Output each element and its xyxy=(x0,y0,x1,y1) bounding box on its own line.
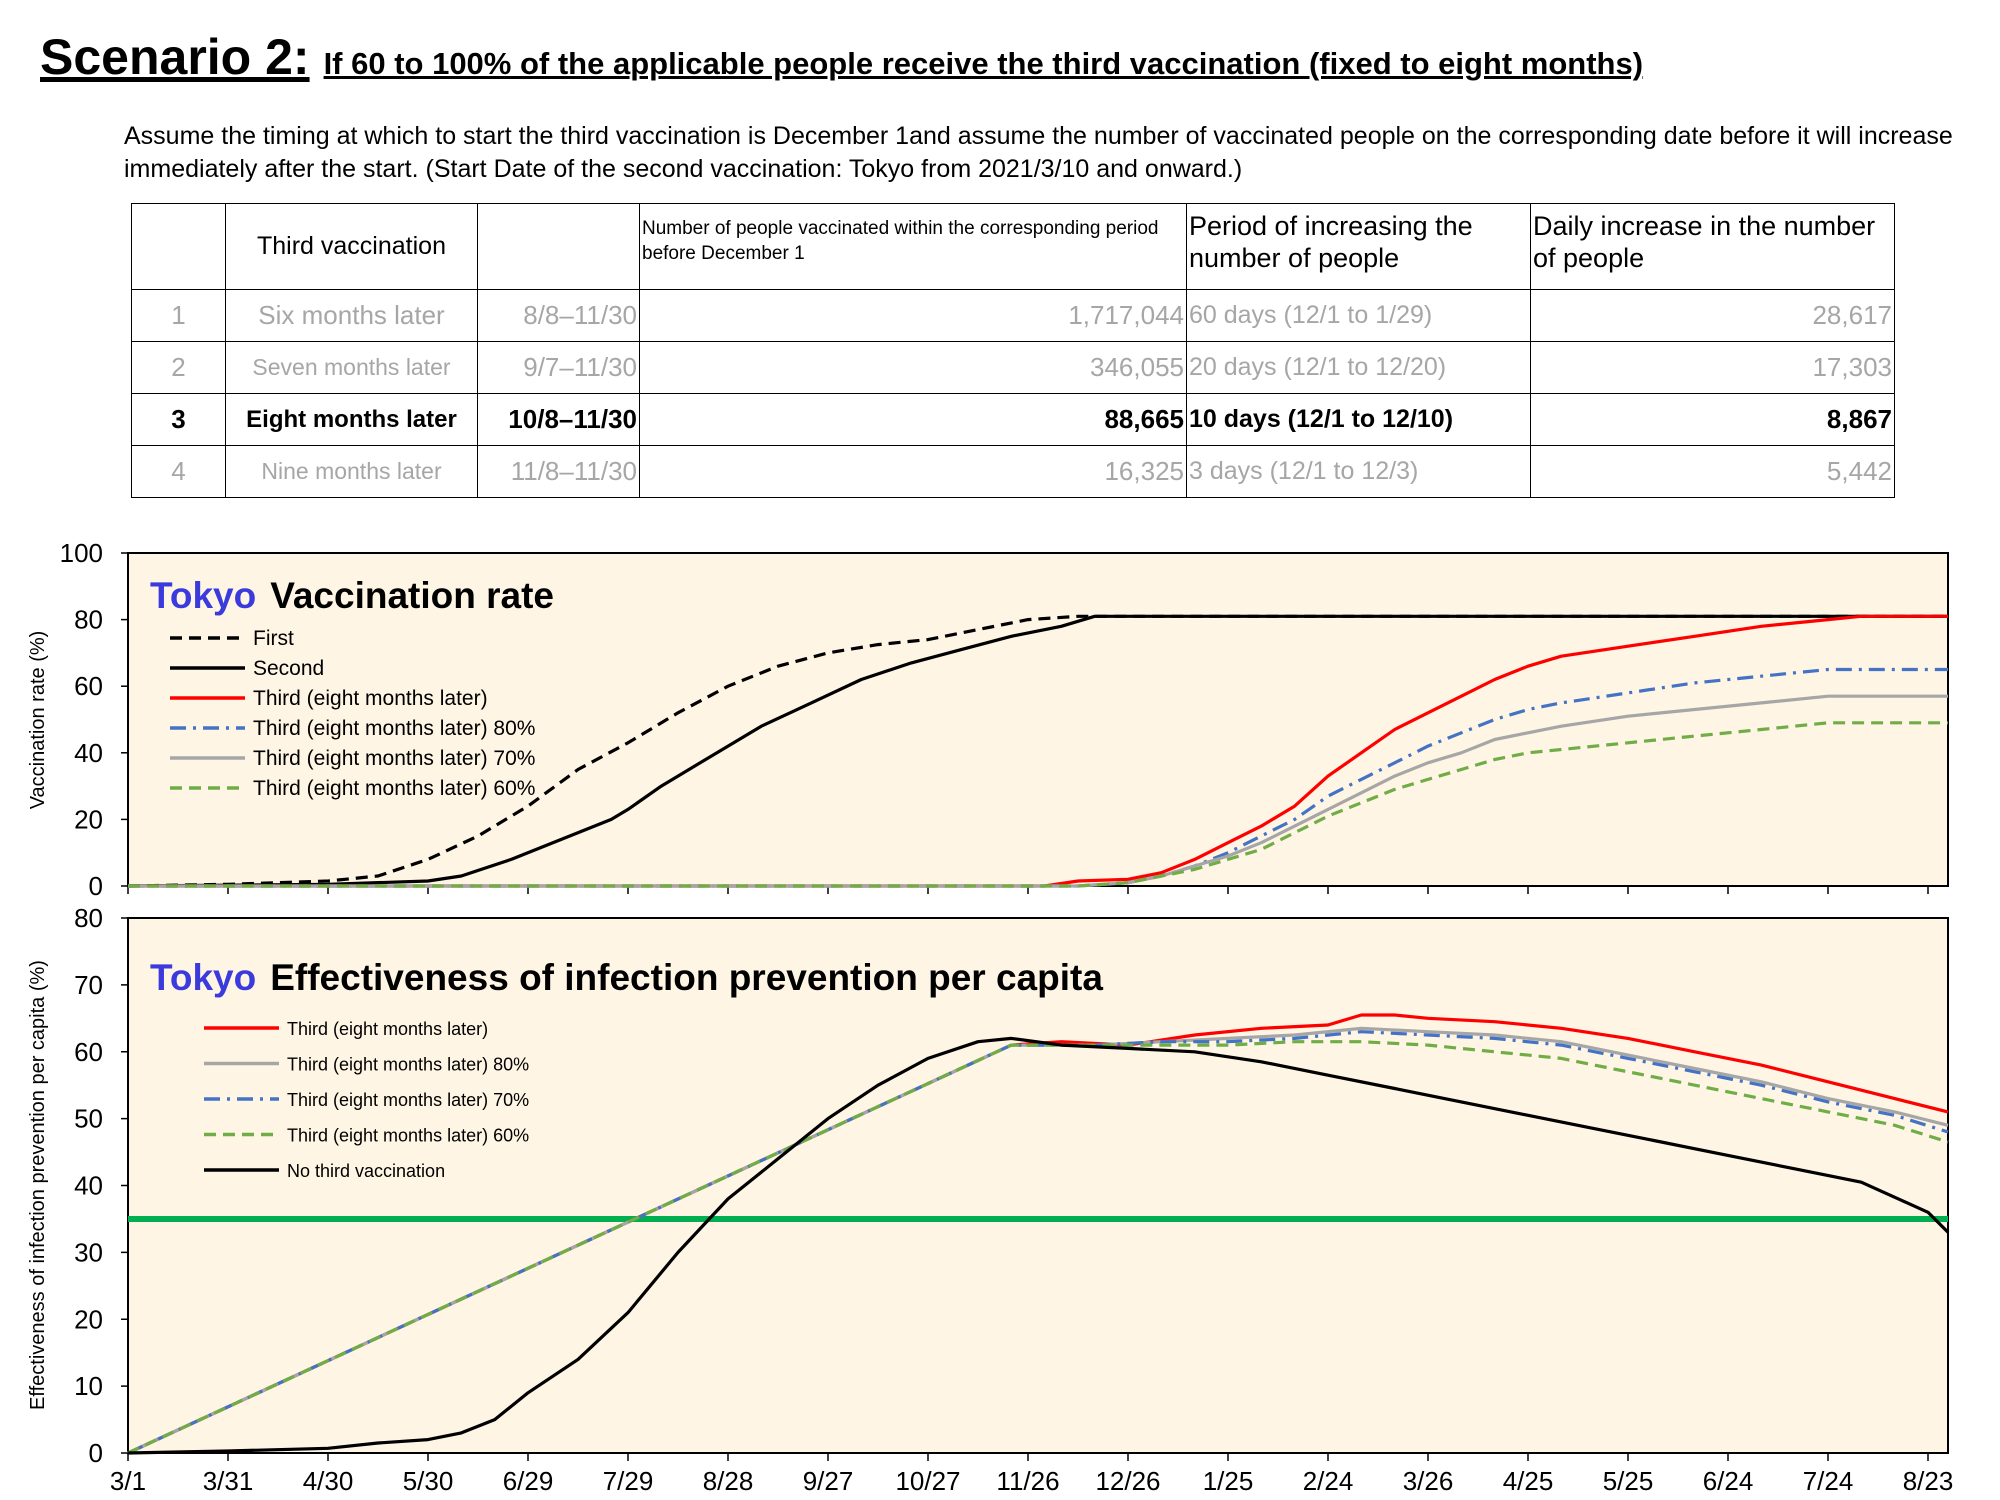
chart-title: Tokyo Vaccination rate xyxy=(150,575,554,616)
x-tick-label: 3/31 xyxy=(203,1466,254,1496)
legend-label: Third (eight months later) 60% xyxy=(253,777,535,800)
scenario-label: Scenario 2: xyxy=(40,29,310,85)
x-tick-label: 7/29 xyxy=(603,1466,654,1496)
x-tick-label: 12/26 xyxy=(1095,1466,1160,1496)
row-number: 4 xyxy=(131,445,226,498)
y-tick-label: 80 xyxy=(74,903,103,933)
y-tick-label: 80 xyxy=(74,605,103,635)
series-line-2 xyxy=(127,614,1948,888)
chart-1: 0 20 40 60 80 100 Tokyo Vaccination rate Vaccina… xyxy=(27,538,1949,901)
page-heading: Scenario 2: If 60 to 100% of the applicab… xyxy=(40,28,1643,86)
row-number: 2 xyxy=(131,341,226,394)
row-daily: 5,442 xyxy=(1530,445,1895,498)
table-row: 2 Seven months later 9/7–11/30 346,055 2… xyxy=(131,341,1895,394)
row-period: 60 days (12/1 to 1/29) xyxy=(1186,289,1531,342)
y-tick-label: 0 xyxy=(89,871,103,901)
row-label: Seven months later xyxy=(225,341,478,394)
chart-title-text: Vaccination rate xyxy=(270,575,554,616)
series-line-3 xyxy=(128,614,1948,888)
series-line-3 xyxy=(127,1030,1949,1455)
legend-label: Third (eight months later) xyxy=(253,687,488,710)
plot-area xyxy=(127,917,1949,1454)
row-number: 1 xyxy=(131,289,226,342)
chart-title-text: Effectiveness of infection prevention pe… xyxy=(270,957,1103,998)
row-period: 10 days (12/1 to 12/10) xyxy=(1186,393,1531,446)
y-tick-label: 20 xyxy=(74,1304,103,1334)
series-line-4 xyxy=(127,1040,1949,1455)
x-tick-label: 4/25 xyxy=(1503,1466,1554,1496)
y-axis-label: Vaccination rate (%) xyxy=(27,631,49,810)
y-tick-label: 30 xyxy=(74,1237,103,1267)
x-tick-label: 8/28 xyxy=(703,1466,754,1496)
plot-area xyxy=(127,552,1949,887)
legend-label: First xyxy=(253,627,294,650)
row-count: 1,717,044 xyxy=(639,289,1187,342)
row-range: 11/8–11/30 xyxy=(477,445,640,498)
row-range: 9/7–11/30 xyxy=(477,341,640,394)
x-tick-label: 1/25 xyxy=(1203,1466,1254,1496)
row-period: 20 days (12/1 to 12/20) xyxy=(1186,341,1531,394)
series-line-1 xyxy=(127,614,1948,888)
legend-label: Third (eight months later) xyxy=(287,1019,488,1039)
row-period: 3 days (12/1 to 12/3) xyxy=(1186,445,1531,498)
x-tick-label: 8/23 xyxy=(1903,1466,1954,1496)
x-tick-label: 11/26 xyxy=(996,1466,1059,1496)
series-line-6 xyxy=(128,721,1948,888)
x-tick-label: 3/26 xyxy=(1403,1466,1454,1496)
legend-label: Third (eight months later) 80% xyxy=(287,1055,529,1075)
x-tick-label: 6/29 xyxy=(503,1466,554,1496)
row-count: 16,325 xyxy=(639,445,1187,498)
assumption-text: Assume the timing at which to start the … xyxy=(124,122,1953,183)
table-row: 1 Six months later 8/8–11/30 1,717,044 6… xyxy=(131,289,1895,342)
y-axis-label: Effectiveness of infection prevention pe… xyxy=(27,960,49,1410)
x-tick-label: 7/24 xyxy=(1803,1466,1854,1496)
table-header-row: Third vaccination Number of people vacci… xyxy=(131,203,1895,290)
y-tick-label: 50 xyxy=(74,1104,103,1134)
y-tick-label: 0 xyxy=(89,1438,103,1468)
series-line-4 xyxy=(128,667,1948,888)
table-row: 4 Nine months later 11/8–11/30 16,325 3 … xyxy=(131,445,1895,498)
chart-title-prefix: Tokyo xyxy=(150,957,256,998)
series-line-5 xyxy=(127,1036,1950,1455)
scenario-description: If 60 to 100% of the applicable people r… xyxy=(323,46,1644,81)
row-daily: 17,303 xyxy=(1530,341,1895,394)
legend-label: Third (eight months later) 80% xyxy=(253,717,535,740)
legend-label: No third vaccination xyxy=(287,1161,445,1181)
y-tick-label: 100 xyxy=(60,538,103,568)
legend-label: Third (eight months later) 60% xyxy=(287,1126,529,1146)
row-range: 10/8–11/30 xyxy=(477,393,640,446)
y-tick-label: 40 xyxy=(74,1171,103,1201)
row-range: 8/8–11/30 xyxy=(477,289,640,342)
chart-title: Tokyo Effectiveness of infection preventi… xyxy=(150,957,1103,998)
legend-label: Third (eight months later) 70% xyxy=(287,1090,529,1110)
legend-label: Third (eight months later) 70% xyxy=(253,747,535,770)
table-header-cell: Third vaccination xyxy=(225,203,478,290)
x-tick-label: 6/24 xyxy=(1703,1466,1754,1496)
x-tick-label: 9/27 xyxy=(803,1466,854,1496)
x-tick-label: 3/1 xyxy=(110,1466,146,1496)
y-tick-label: 60 xyxy=(74,1037,103,1067)
x-tick-label: 4/30 xyxy=(303,1466,354,1496)
x-tick-label: 10/27 xyxy=(895,1466,960,1496)
legend-label: Second xyxy=(253,657,324,680)
x-tick-label: 5/30 xyxy=(403,1466,454,1496)
row-count: 346,055 xyxy=(639,341,1187,394)
row-label: Nine months later xyxy=(225,445,478,498)
x-tick-label: 2/24 xyxy=(1303,1466,1354,1496)
y-tick-label: 60 xyxy=(74,671,103,701)
row-daily: 28,617 xyxy=(1530,289,1895,342)
y-tick-label: 20 xyxy=(74,804,103,834)
vaccination-table: Third vaccination Number of people vacci… xyxy=(131,203,1895,498)
chart-title-prefix: Tokyo xyxy=(150,575,256,616)
x-tick-label: 5/25 xyxy=(1603,1466,1654,1496)
row-label: Six months later xyxy=(225,289,478,342)
y-tick-label: 10 xyxy=(74,1371,103,1401)
y-tick-label: 70 xyxy=(74,970,103,1000)
table-header-cell: Period of increasing the number of peopl… xyxy=(1186,203,1531,290)
chart-2: 0 10 20 30 40 50 60 70 80 3/1 3/31 4/30 5/30 6/29 7/29… xyxy=(27,903,1953,1496)
y-tick-label: 40 xyxy=(74,738,103,768)
